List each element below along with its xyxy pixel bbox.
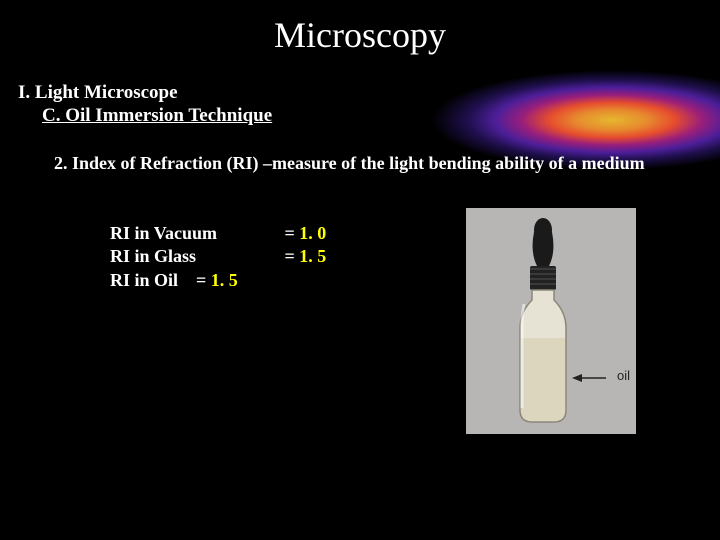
ri-value: 1. 5	[299, 246, 326, 266]
ri-value: 1. 0	[299, 223, 326, 243]
ri-eq: = 1. 5	[285, 245, 327, 268]
definition-text: 2. Index of Refraction (RI) –measure of …	[54, 152, 690, 175]
oil-bottle-figure: oil	[466, 208, 636, 434]
ri-row: RI in Oil = 1. 5	[110, 269, 326, 292]
heading-level-2: C. Oil Immersion Technique	[42, 105, 272, 127]
arrow-icon	[572, 373, 608, 383]
ri-value: 1. 5	[211, 270, 238, 290]
ri-label: RI in Vacuum	[110, 222, 280, 245]
ri-label: RI in Glass	[110, 245, 280, 268]
figure-label: oil	[617, 368, 630, 383]
ri-row: RI in Glass = 1. 5	[110, 245, 326, 268]
heading-level-1: I. Light Microscope	[18, 82, 178, 104]
ri-eq: = 1. 5	[183, 270, 238, 290]
ri-row: RI in Vacuum = 1. 0	[110, 222, 326, 245]
oil-bottle-icon	[510, 218, 576, 428]
ri-eq: = 1. 0	[285, 222, 327, 245]
slide-title: Microscopy	[0, 14, 720, 56]
ri-label: RI in Oil	[110, 270, 178, 290]
ri-values-block: RI in Vacuum = 1. 0 RI in Glass = 1. 5 R…	[110, 222, 326, 292]
